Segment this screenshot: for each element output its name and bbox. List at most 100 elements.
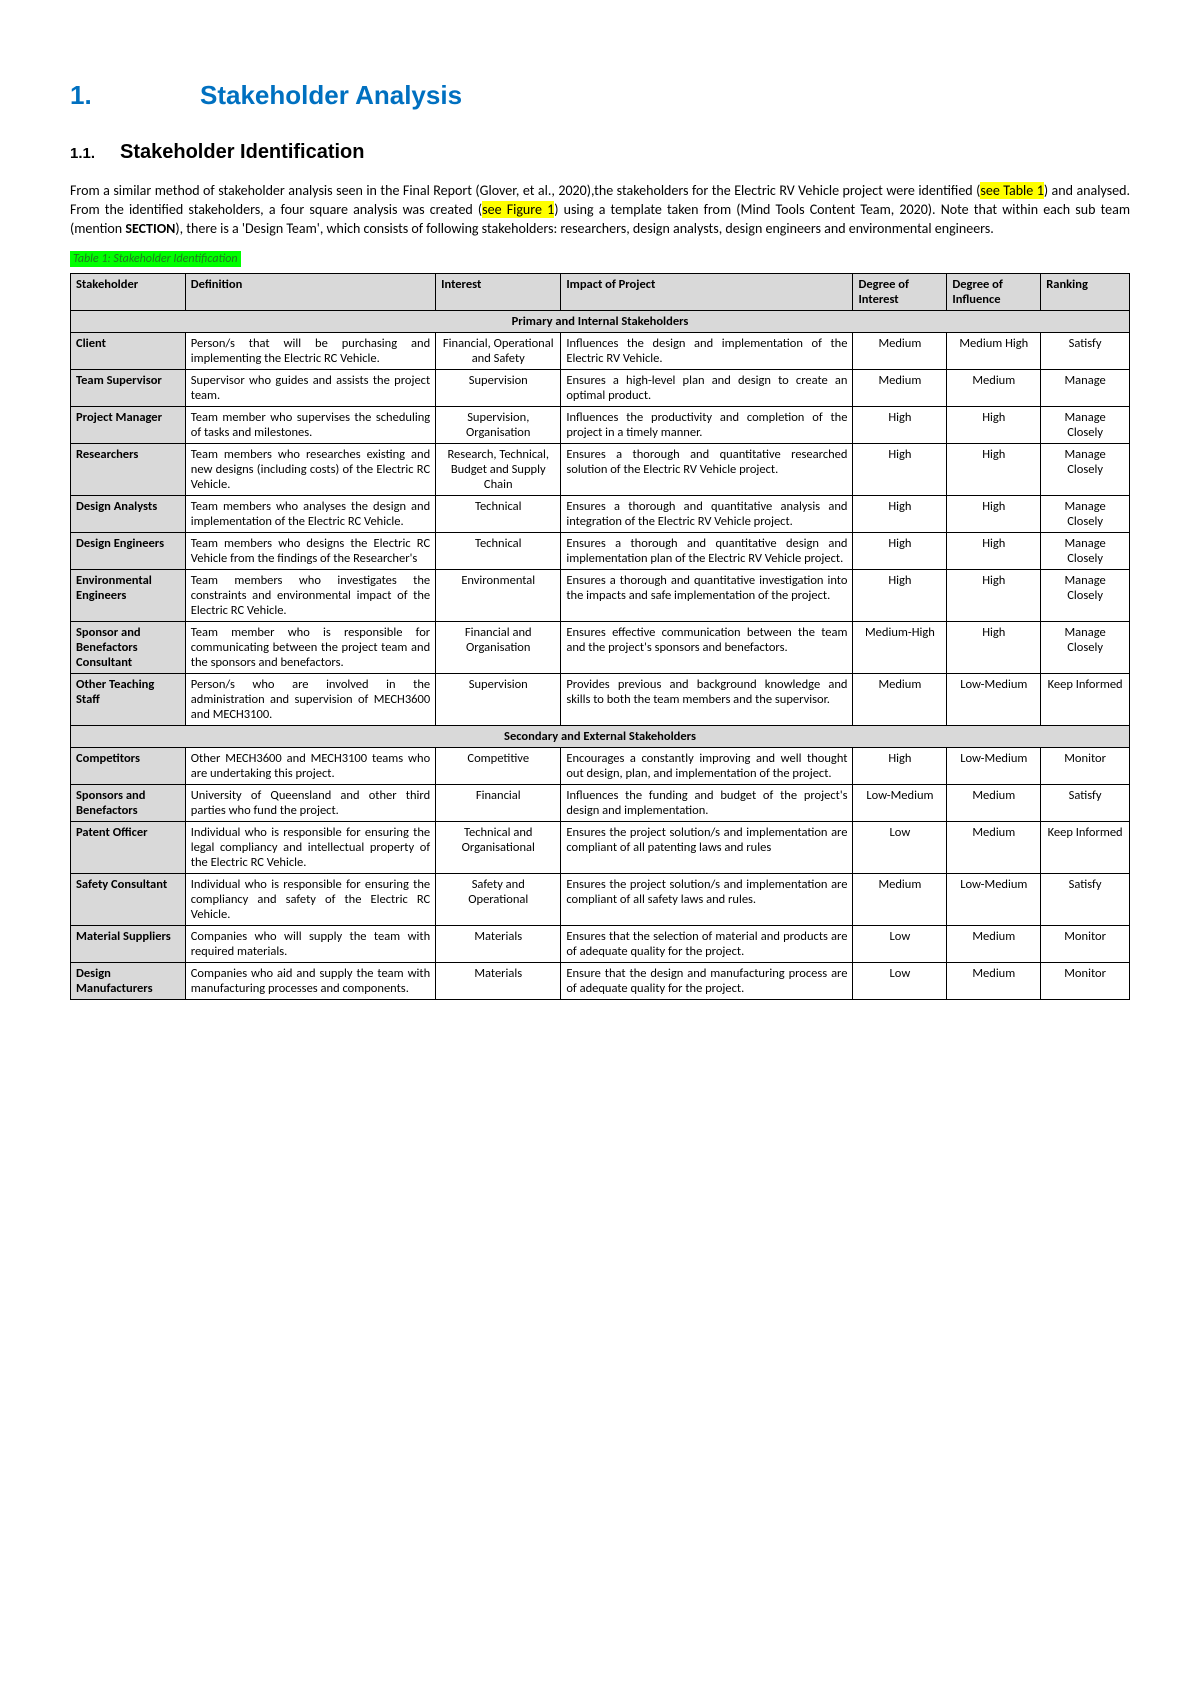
cell-degree-interest: Medium [853, 369, 947, 406]
heading-2-num: 1.1. [70, 145, 120, 162]
cell-degree-influence: High [947, 443, 1041, 495]
cell-definition: Supervisor who guides and assists the pr… [185, 369, 435, 406]
cell-impact: Ensures that the selection of material a… [561, 925, 853, 962]
cell-ranking: Keep Informed [1041, 821, 1130, 873]
cell-degree-interest: High [853, 569, 947, 621]
cell-interest: Research, Technical, Budget and Supply C… [436, 443, 561, 495]
cell-degree-influence: High [947, 495, 1041, 532]
cell-impact: Ensures a thorough and quantitative anal… [561, 495, 853, 532]
cell-definition: Team member who supervises the schedulin… [185, 406, 435, 443]
cell-definition: Companies who aid and supply the team wi… [185, 962, 435, 999]
heading-2-text: Stakeholder Identification [120, 141, 364, 163]
cell-interest: Technical [436, 495, 561, 532]
cell-interest: Financial [436, 784, 561, 821]
cell-impact: Influences the productivity and completi… [561, 406, 853, 443]
intro-bold-section: SECTION [125, 220, 175, 237]
cell-interest: Technical and Organisational [436, 821, 561, 873]
cell-stakeholder: Competitors [71, 747, 186, 784]
cell-definition: Other MECH3600 and MECH3100 teams who ar… [185, 747, 435, 784]
cell-degree-influence: Low-Medium [947, 747, 1041, 784]
table-row: Safety ConsultantIndividual who is respo… [71, 873, 1130, 925]
cell-degree-influence: Low-Medium [947, 673, 1041, 725]
cell-definition: Team members who designs the Electric RC… [185, 532, 435, 569]
cell-impact: Ensure that the design and manufacturing… [561, 962, 853, 999]
cell-stakeholder: Other Teaching Staff [71, 673, 186, 725]
th-interest: Interest [436, 273, 561, 310]
cell-impact: Influences the design and implementation… [561, 332, 853, 369]
cell-degree-influence: High [947, 621, 1041, 673]
table-section-title: Secondary and External Stakeholders [71, 725, 1130, 747]
cell-interest: Financial and Organisation [436, 621, 561, 673]
cell-impact: Encourages a constantly improving and we… [561, 747, 853, 784]
table-row: Other Teaching StaffPerson/s who are inv… [71, 673, 1130, 725]
cell-degree-influence: High [947, 532, 1041, 569]
cell-degree-interest: Medium [853, 673, 947, 725]
cell-stakeholder: Client [71, 332, 186, 369]
cell-degree-influence: Medium [947, 962, 1041, 999]
cell-definition: Team members who investigates the constr… [185, 569, 435, 621]
cell-interest: Materials [436, 925, 561, 962]
cell-definition: Person/s that will be purchasing and imp… [185, 332, 435, 369]
table-row: CompetitorsOther MECH3600 and MECH3100 t… [71, 747, 1130, 784]
cell-ranking: Keep Informed [1041, 673, 1130, 725]
table-row: ResearchersTeam members who researches e… [71, 443, 1130, 495]
cell-definition: Person/s who are involved in the adminis… [185, 673, 435, 725]
table-row: Sponsors and BenefactorsUniversity of Qu… [71, 784, 1130, 821]
heading-1-num: 1. [70, 80, 200, 111]
cell-degree-influence: Medium [947, 821, 1041, 873]
cell-impact: Ensures the project solution/s and imple… [561, 873, 853, 925]
table-caption: Table 1: Stakeholder Identification [70, 251, 241, 267]
cell-impact: Ensures a thorough and quantitative inve… [561, 569, 853, 621]
heading-1: 1.Stakeholder Analysis [70, 80, 1130, 111]
table-row: Material SuppliersCompanies who will sup… [71, 925, 1130, 962]
cell-interest: Competitive [436, 747, 561, 784]
cell-degree-interest: High [853, 443, 947, 495]
cell-definition: Individual who is responsible for ensuri… [185, 873, 435, 925]
cell-degree-interest: Low [853, 925, 947, 962]
cell-degree-interest: Low [853, 821, 947, 873]
cell-degree-interest: Medium [853, 332, 947, 369]
cell-degree-interest: High [853, 495, 947, 532]
th-stakeholder: Stakeholder [71, 273, 186, 310]
cell-degree-influence: High [947, 406, 1041, 443]
cell-degree-influence: Medium [947, 925, 1041, 962]
cell-degree-interest: High [853, 532, 947, 569]
th-degree-influence: Degree of Influence [947, 273, 1041, 310]
table-section-title: Primary and Internal Stakeholders [71, 310, 1130, 332]
table-header-row: Stakeholder Definition Interest Impact o… [71, 273, 1130, 310]
highlight-see-table: see Table 1 [980, 182, 1043, 199]
th-degree-interest: Degree of Interest [853, 273, 947, 310]
cell-stakeholder: Design Manufacturers [71, 962, 186, 999]
cell-ranking: Satisfy [1041, 873, 1130, 925]
th-impact: Impact of Project [561, 273, 853, 310]
cell-degree-interest: Medium [853, 873, 947, 925]
intro-seg-1: From a similar method of stakeholder ana… [70, 182, 980, 199]
table-row: ClientPerson/s that will be purchasing a… [71, 332, 1130, 369]
cell-degree-influence: Low-Medium [947, 873, 1041, 925]
cell-impact: Ensures a thorough and quantitative desi… [561, 532, 853, 569]
cell-ranking: Monitor [1041, 925, 1130, 962]
cell-stakeholder: Design Analysts [71, 495, 186, 532]
cell-interest: Safety and Operational [436, 873, 561, 925]
cell-degree-influence: Medium [947, 369, 1041, 406]
cell-degree-interest: High [853, 747, 947, 784]
cell-impact: Influences the funding and budget of the… [561, 784, 853, 821]
intro-paragraph: From a similar method of stakeholder ana… [70, 182, 1130, 239]
cell-degree-interest: Medium-High [853, 621, 947, 673]
table-row: Design ManufacturersCompanies who aid an… [71, 962, 1130, 999]
cell-ranking: Monitor [1041, 962, 1130, 999]
cell-impact: Ensures effective communication between … [561, 621, 853, 673]
cell-degree-interest: Low-Medium [853, 784, 947, 821]
cell-definition: Team members who researches existing and… [185, 443, 435, 495]
table-row: Patent OfficerIndividual who is responsi… [71, 821, 1130, 873]
cell-interest: Supervision [436, 369, 561, 406]
heading-2: 1.1.Stakeholder Identification [70, 141, 1130, 164]
cell-ranking: Manage [1041, 369, 1130, 406]
table-section-row: Secondary and External Stakeholders [71, 725, 1130, 747]
table-body: Primary and Internal StakeholdersClientP… [71, 310, 1130, 999]
cell-interest: Technical [436, 532, 561, 569]
table-row: Project ManagerTeam member who supervise… [71, 406, 1130, 443]
cell-interest: Materials [436, 962, 561, 999]
cell-stakeholder: Sponsor and Benefactors Consultant [71, 621, 186, 673]
cell-ranking: Satisfy [1041, 784, 1130, 821]
